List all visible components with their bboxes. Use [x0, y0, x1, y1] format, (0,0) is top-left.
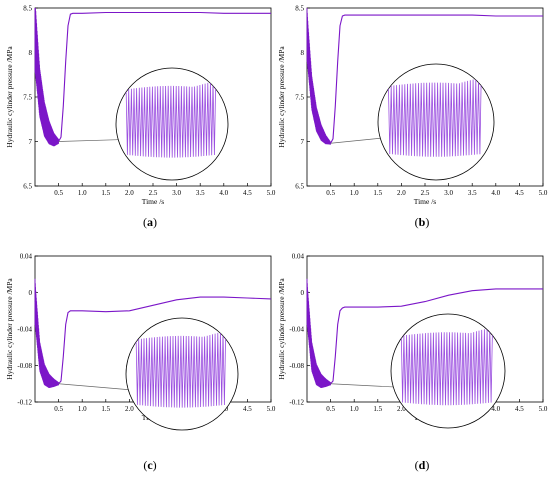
- oscillation-band: [306, 278, 332, 389]
- oscillation-band: [306, 7, 332, 145]
- y-tick-label: 0.04: [20, 253, 33, 261]
- y-tick-label: -0.04: [289, 326, 304, 334]
- x-tick-label: 2.5: [421, 189, 430, 197]
- panel-label-open: (: [143, 215, 147, 229]
- y-tick-label: 7: [29, 138, 33, 146]
- y-tick-label: 8: [29, 49, 33, 57]
- x-tick-label: 0.5: [54, 189, 63, 197]
- panel-label-letter: c: [147, 458, 153, 472]
- chart-panel-b: 6.5 7 7.5 8 8.5 0.5 1.0 1.5 2.0 2.5 3.0 3.5 4.0 4.5 5.…: [277, 5, 548, 230]
- x-tick-label: 3.0: [444, 189, 453, 197]
- x-tick-label: 4.5: [243, 405, 252, 413]
- zoom-inset-oscillation: [400, 327, 493, 406]
- y-axis-label: Hydraulic cylinder pressure /MPa: [5, 46, 14, 148]
- y-tick-label: 0.04: [292, 253, 305, 261]
- y-tick-label: 7.5: [23, 94, 32, 102]
- y-axis-label: Hydraulic cylinder pressure /MPa: [5, 278, 14, 380]
- x-tick-label: 1.0: [78, 405, 87, 413]
- x-tick-label: 1.0: [350, 189, 359, 197]
- x-tick-label: 2.0: [397, 189, 406, 197]
- x-tick-label: 3.0: [172, 189, 181, 197]
- x-tick-label: 3.5: [468, 189, 477, 197]
- x-tick-label: 1.5: [101, 189, 110, 197]
- x-tick-label: 3.5: [196, 189, 205, 197]
- y-axis-label: Hydraulic cylinder pressure /MPa: [277, 278, 286, 380]
- chart-panel-c: -0.12-0.08-0.0400.040.51.01.52.02.53.03.…: [5, 253, 276, 473]
- zoom-inset-series: [400, 327, 493, 406]
- panel-label: (c): [143, 458, 156, 472]
- panel-label: (a): [143, 215, 157, 229]
- zoom-inset-oscillation: [135, 330, 227, 408]
- y-tick-label: -0.08: [289, 362, 304, 370]
- panel-label-close: ): [425, 215, 429, 229]
- zoom-connector: [330, 383, 394, 388]
- panel-label-close: ): [153, 458, 157, 472]
- panel-label-letter: b: [419, 215, 426, 229]
- chart-panel-a: 6.5 7 7.5 8 8.5 0.5 1.0 1.5 2.0 2.5 3.0 3.5 4.0 4.5 5.…: [5, 5, 276, 230]
- y-tick-label: 6.5: [23, 183, 32, 191]
- x-tick-label: 1.0: [78, 189, 87, 197]
- x-tick-label: 0.5: [326, 189, 335, 197]
- zoom-inset-series: [125, 80, 217, 158]
- panel-label-close: ): [425, 458, 429, 472]
- panel-label-open: (: [143, 458, 147, 472]
- x-tick-label: 4.5: [243, 189, 252, 197]
- x-tick-label: 2.0: [397, 405, 406, 413]
- x-tick-label: 5.0: [267, 405, 276, 413]
- y-tick-label: 8.5: [295, 5, 304, 13]
- x-tick-label: 4.5: [515, 405, 524, 413]
- zoom-connector: [58, 383, 129, 391]
- x-tick-label: 5.0: [539, 189, 548, 197]
- x-tick-label: 1.0: [350, 405, 359, 413]
- y-tick-label: 8: [301, 49, 305, 57]
- x-axis-label: Time /s: [142, 197, 165, 206]
- x-axis-label: Time /s: [414, 197, 437, 206]
- oscillation-band: [34, 7, 60, 147]
- x-tick-label: 4.0: [219, 189, 228, 197]
- panel-label-letter: d: [419, 458, 426, 472]
- zoom-connector: [58, 139, 119, 142]
- zoom-inset-series: [388, 77, 482, 157]
- zoom-inset-oscillation: [125, 80, 217, 158]
- x-tick-label: 5.0: [267, 189, 276, 197]
- x-tick-label: 2.5: [149, 189, 158, 197]
- zoom-inset-series: [135, 330, 227, 408]
- chart-panel-d: -0.12-0.08-0.0400.040.51.01.52.02.53.03.…: [277, 253, 548, 473]
- x-tick-label: 0.5: [326, 405, 335, 413]
- y-tick-label: 8.5: [23, 5, 32, 13]
- x-tick-label: 4.0: [491, 405, 500, 413]
- x-tick-label: 1.5: [373, 189, 382, 197]
- y-tick-label: 6.5: [295, 183, 304, 191]
- panel-label: (b): [415, 215, 430, 229]
- x-tick-label: 5.0: [539, 405, 548, 413]
- panel-label-open: (: [415, 215, 419, 229]
- x-tick-label: 2.0: [125, 405, 134, 413]
- y-tick-label: -0.04: [17, 326, 32, 334]
- panel-label: (d): [415, 458, 430, 472]
- panel-label-close: ): [153, 215, 157, 229]
- y-tick-label: 0: [301, 289, 305, 297]
- y-axis-label: Hydraulic cylinder pressure /MPa: [277, 46, 286, 148]
- x-tick-label: 4.0: [491, 189, 500, 197]
- y-tick-label: -0.12: [289, 399, 304, 407]
- oscillation-band: [34, 278, 60, 389]
- x-tick-label: 1.5: [101, 405, 110, 413]
- x-tick-label: 0.5: [54, 405, 63, 413]
- x-tick-label: 1.5: [373, 405, 382, 413]
- y-tick-label: 0: [29, 289, 33, 297]
- zoom-connector: [330, 137, 381, 144]
- panel-label-open: (: [415, 458, 419, 472]
- x-tick-label: 4.5: [515, 189, 524, 197]
- y-tick-label: 7: [301, 138, 305, 146]
- y-tick-label: -0.12: [17, 399, 32, 407]
- panel-label-letter: a: [147, 215, 153, 229]
- x-tick-label: 2.0: [125, 189, 134, 197]
- y-tick-label: -0.08: [17, 362, 32, 370]
- zoom-inset-oscillation: [388, 77, 482, 157]
- y-tick-label: 7.5: [295, 94, 304, 102]
